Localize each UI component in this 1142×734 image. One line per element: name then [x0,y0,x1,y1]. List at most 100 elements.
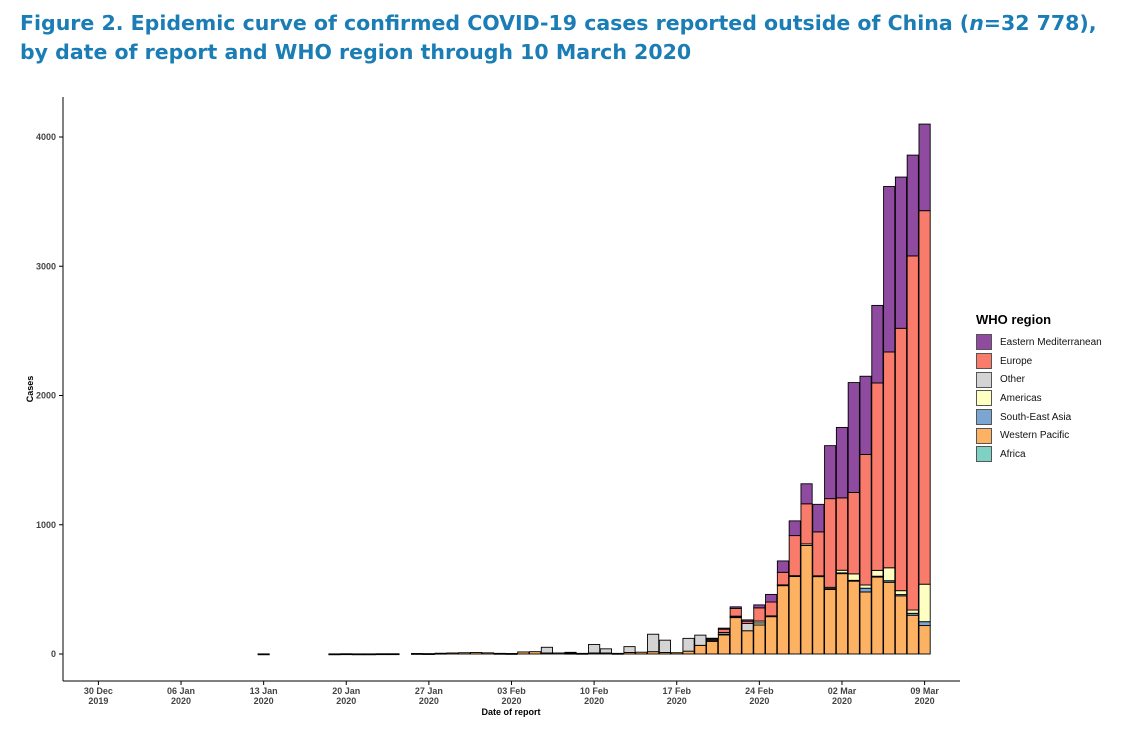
y-tick-label: 3000 [36,261,56,271]
bar-segment [800,483,813,505]
bar-segment [835,497,849,571]
bar-segment [529,651,542,655]
bar-segment [918,583,931,623]
y-tick-label: 2000 [36,391,56,401]
bar-segment [540,646,553,654]
bar-segment [647,633,660,653]
legend-item: Other [976,370,1136,389]
legend-label: Americas [1000,392,1042,404]
bar-segment [918,210,931,585]
bar-segment [576,652,589,655]
bar-segment [599,648,612,654]
bar-segment [741,619,754,622]
bar-segment [694,634,707,646]
bar-segment [765,593,778,603]
x-tick-label: 13 Jan [250,686,278,696]
bar-segment [470,652,483,655]
legend-label: Other [1000,374,1026,386]
legend-label: Europe [1000,355,1033,367]
bar-segment [434,652,447,655]
x-tick-label: 2020 [667,696,687,706]
bar-segment [918,625,931,655]
legend-title: WHO region [976,312,1052,327]
bar-segment [871,382,884,571]
y-axis-ticks: 0 1000 2000 3000 4000 [36,132,63,659]
x-tick-label: 2020 [254,696,274,706]
x-tick-label: 2020 [915,696,935,706]
bar-segment [328,653,341,656]
bar-segment [894,176,908,329]
legend-item: Europe [976,352,1136,371]
legend-item: South-East Asia [976,408,1136,427]
bar-segment [871,576,884,655]
x-tick-label: 10 Feb [580,686,609,696]
bar-segment [481,652,494,655]
legend-item: Americas [976,389,1136,408]
bar-segment [776,585,790,655]
bar-segment [458,652,471,655]
bar-segment [883,351,896,569]
bar-segment [422,653,435,655]
legend-swatch [976,353,992,370]
bar-segment [411,653,424,655]
bar-segment [564,651,577,654]
figure-title-part1: Figure 2. Epidemic curve of confirmed CO… [20,11,970,35]
bar-segment [883,186,896,353]
bar-segment [741,622,754,632]
bar-segment [918,621,931,627]
legend-label: Eastern Mediterranean [1000,336,1102,348]
bar-segment [729,606,742,609]
bar-segment [717,634,731,655]
x-tick-label: 20 Jan [332,686,360,696]
bar-segment [894,327,908,592]
bar-segment [552,652,565,655]
bar-segment [847,573,860,581]
bar-segment [387,653,400,656]
bar-segment [340,653,353,656]
legend-swatch [976,446,992,463]
x-tick-label: 2020 [584,696,604,706]
bar-segment [847,491,860,575]
bar-segment [859,587,872,593]
legend-label: South-East Asia [1000,411,1072,423]
legend-swatch [976,334,992,351]
bar-segment [835,572,849,655]
bar-segment [729,607,742,617]
bar-segment [717,628,731,633]
bar-segment [776,560,790,573]
x-tick-label: 09 Mar [910,686,939,696]
legend-swatch [976,371,992,388]
x-tick-label: 17 Feb [662,686,691,696]
bar-segment [871,569,884,577]
bar-segment [623,646,636,653]
bar-segment [257,653,270,656]
legend-swatch [976,409,992,426]
bar-segment [375,653,388,656]
bar-segment [906,614,919,655]
bar-segment [517,651,530,655]
bar-segment [824,445,837,500]
x-tick-label: 2020 [171,696,191,706]
x-tick-label: 02 Mar [828,686,857,696]
bar-segment [363,653,376,656]
bar-segment [812,531,825,577]
bar-segment [493,652,506,655]
bar-segment [352,653,365,656]
bar-segment [694,644,707,655]
bar-segment [871,304,884,384]
figure-title-n-symbol: n [969,11,984,35]
bar-segment [682,637,695,652]
legend-item: Western Pacific [976,426,1136,445]
legend-swatch [976,427,992,444]
bar-segment [741,630,754,655]
x-tick-label: 06 Jan [167,686,195,696]
bar-segment [906,154,919,257]
bar-segment [717,627,731,630]
bar-segment [859,453,872,586]
x-tick-label: 30 Dec [84,686,113,696]
bar-segment [753,604,766,609]
y-tick-label: 0 [51,649,56,659]
bar-segment [812,503,825,533]
bars-layer [257,123,931,656]
